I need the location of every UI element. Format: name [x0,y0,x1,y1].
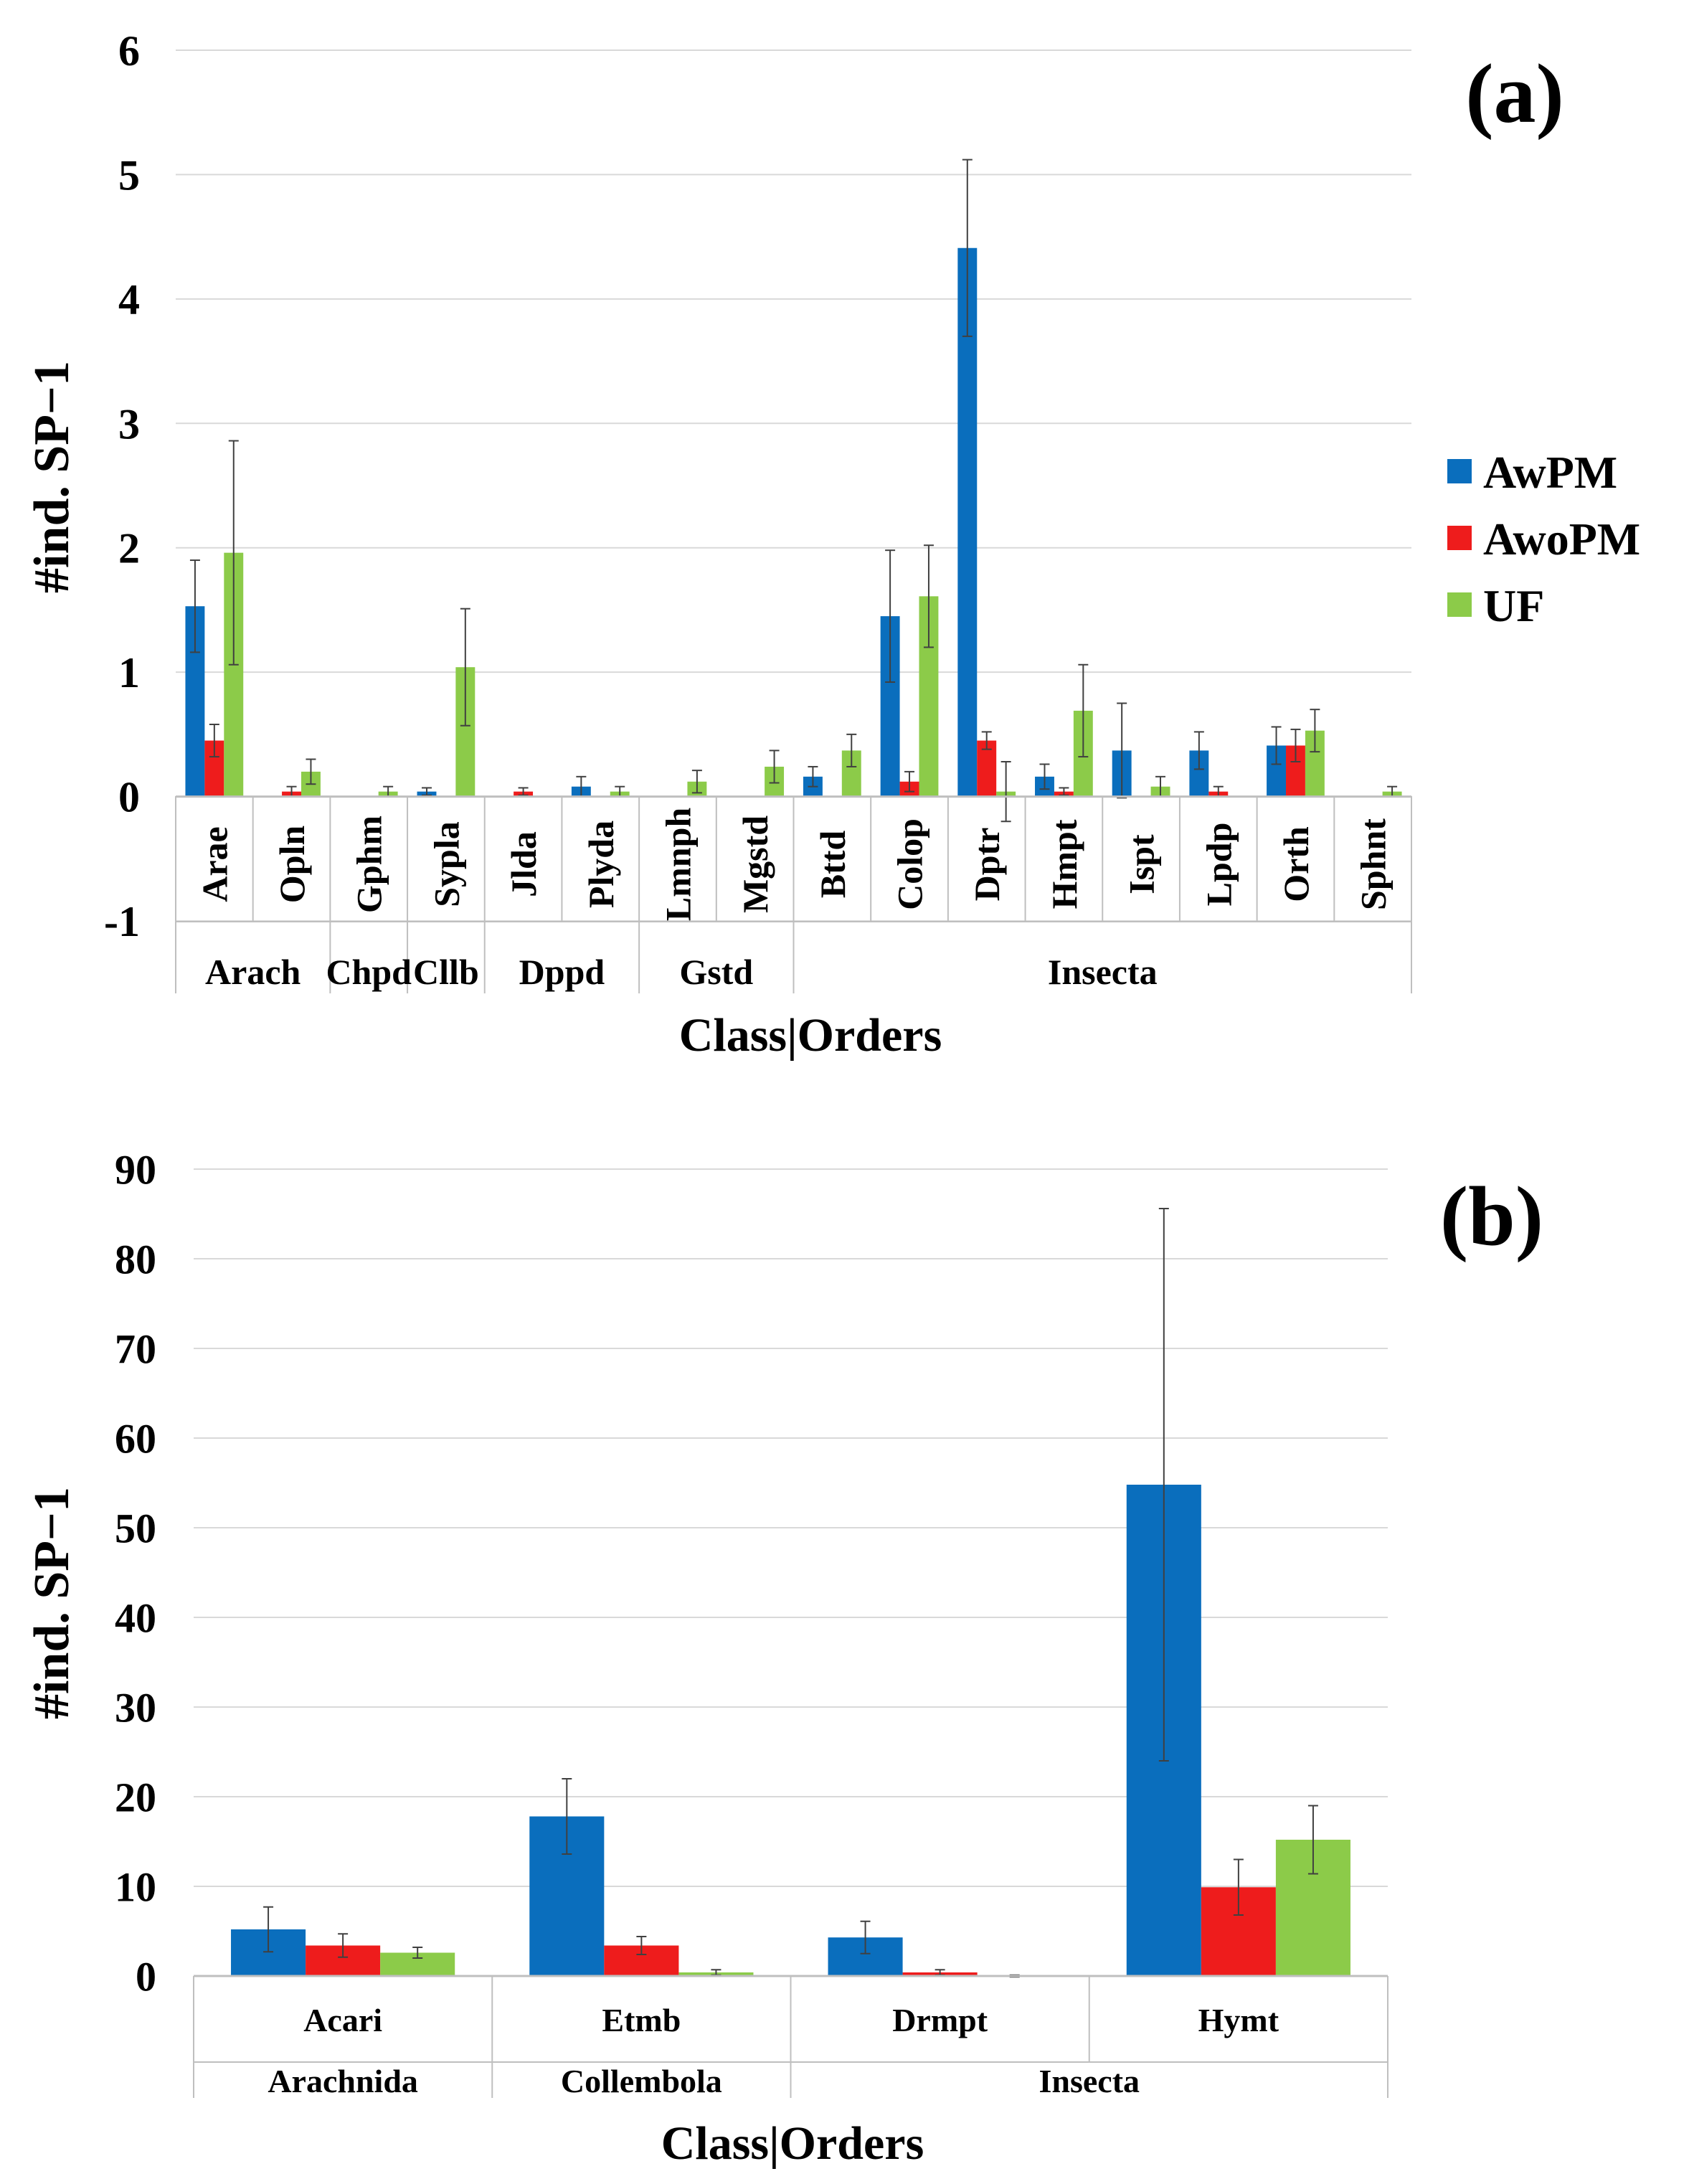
panel-b-ytick-label: 30 [115,1684,156,1731]
panel-a-group-labels: Arach Chpd Cllb Dppd Gstd Insecta [205,952,1158,992]
panel-b-category-label: Etmb [602,2002,681,2038]
panel-b-group-label: Insecta [1039,2063,1140,2099]
panel-a-category-label: Bttd [813,831,853,899]
panel-b-yticks: 0 10 20 30 40 50 60 70 80 90 [115,1146,156,2000]
legend-label-awpm: AwPM [1483,447,1617,498]
panel-a-label: (a) [1465,47,1564,141]
panel-a-category-label: Gphm [349,816,389,913]
legend-swatch-uf [1447,592,1472,617]
panel-b: 0 10 20 30 40 50 60 70 80 90 Acari Etmb Drmpt Hymt A… [24,1146,1543,2170]
panel-a-xlabel: Class|Orders [679,1009,942,1062]
panel-a-group-label: Insecta [1048,952,1158,992]
panel-a-ytick-label: 3 [118,400,140,448]
panel-a-bar-awpm [957,247,978,797]
legend-swatch-awopm [1447,526,1472,550]
panel-a-group-label: Cllb [413,952,479,992]
panel-a-ytick-label: -1 [104,898,140,945]
panel-b-group-labels: Arachnida Collembola Insecta [268,2063,1140,2099]
panel-a-category-label: Orth [1276,826,1316,902]
panel-b-xlabel: Class|Orders [661,2117,924,2170]
panel-a-category-labels: Arae Opln Gphm Sypla Jlda Plyda Lmnph Mgstd Bttd… [194,808,1393,922]
panel-a-category-label: Lmnph [658,808,698,922]
panel-a-category-label: Lpdp [1198,823,1239,907]
panel-a-ytick-label: 1 [118,649,140,696]
panel-a-group-label: Chpd [326,952,412,992]
panel-a-category-label: Hmpt [1044,819,1084,909]
panel-a-category-label: Sphnt [1353,818,1394,910]
panel-b-ytick-label: 10 [115,1863,156,1910]
panel-b-category-label: Hymt [1198,2002,1279,2038]
panel-a-group-label: Gstd [679,952,753,992]
panel-b-ytick-label: 80 [115,1236,156,1282]
panel-a-bars [185,247,1402,797]
panel-a-category-label: Colop [890,818,930,910]
panel-b-category-labels: Acari Etmb Drmpt Hymt [303,2002,1279,2038]
panel-b-ytick-label: 0 [136,1953,156,2000]
panel-b-grid [194,1168,1388,1977]
panel-a-grid [176,49,1411,922]
panel-b-ytick-label: 40 [115,1594,156,1641]
panel-b-ytick-label: 90 [115,1146,156,1193]
panel-b-axis [193,1975,1388,2098]
panel-a-category-label: Opln [272,826,312,904]
panel-a-category-label: Sypla [426,821,466,907]
panel-b-group-label: Arachnida [268,2063,418,2099]
panel-a-category-label: Plyda [581,821,621,908]
panel-a-ytick-label: 0 [118,774,140,821]
panel-a-yticks: -1 0 1 2 3 4 5 6 [104,27,140,945]
panel-a-category-label: Dptr [967,828,1007,902]
panel-b-ytick-label: 70 [115,1325,156,1372]
panel-b-category-label: Acari [303,2002,382,2038]
panel-a: -1 0 1 2 3 4 5 6 Arae Opln Gphm Sypla Jlda Plyda Lmnp… [24,27,1564,1062]
panel-a-group-label: Dppd [519,952,605,992]
legend-swatch-awpm [1447,459,1472,483]
panel-a-ytick-label: 5 [118,151,140,199]
legend-label-awopm: AwoPM [1483,514,1640,564]
panel-b-group-label: Collembola [561,2063,722,2099]
panel-a-ytick-label: 4 [118,276,140,323]
panel-b-ylabel: #ind. SP−1 [24,1487,80,1719]
panel-a-category-label: Mgstd [735,816,775,913]
panel-a-category-label: Ispt [1122,834,1162,894]
panel-a-category-label: Jlda [503,831,544,897]
legend-label-uf: UF [1483,580,1544,631]
panel-a-errorbars [189,159,1398,823]
panel-a-ylabel: #ind. SP−1 [24,361,80,593]
panel-a-axis [175,795,1412,993]
panel-b-ytick-label: 20 [115,1774,156,1820]
panel-a-category-label: Arae [194,826,235,902]
panel-b-ytick-label: 60 [115,1415,156,1462]
panel-a-ytick-label: 6 [118,27,140,75]
panel-b-bars [231,1485,1350,1976]
panel-b-label: (b) [1440,1169,1543,1263]
panel-a-ytick-label: 2 [118,525,140,572]
panel-b-category-label: Drmpt [892,2002,988,2038]
panel-a-group-label: Arach [205,952,301,992]
panel-b-ytick-label: 50 [115,1505,156,1551]
legend: AwPM AwoPM UF [1447,447,1640,631]
